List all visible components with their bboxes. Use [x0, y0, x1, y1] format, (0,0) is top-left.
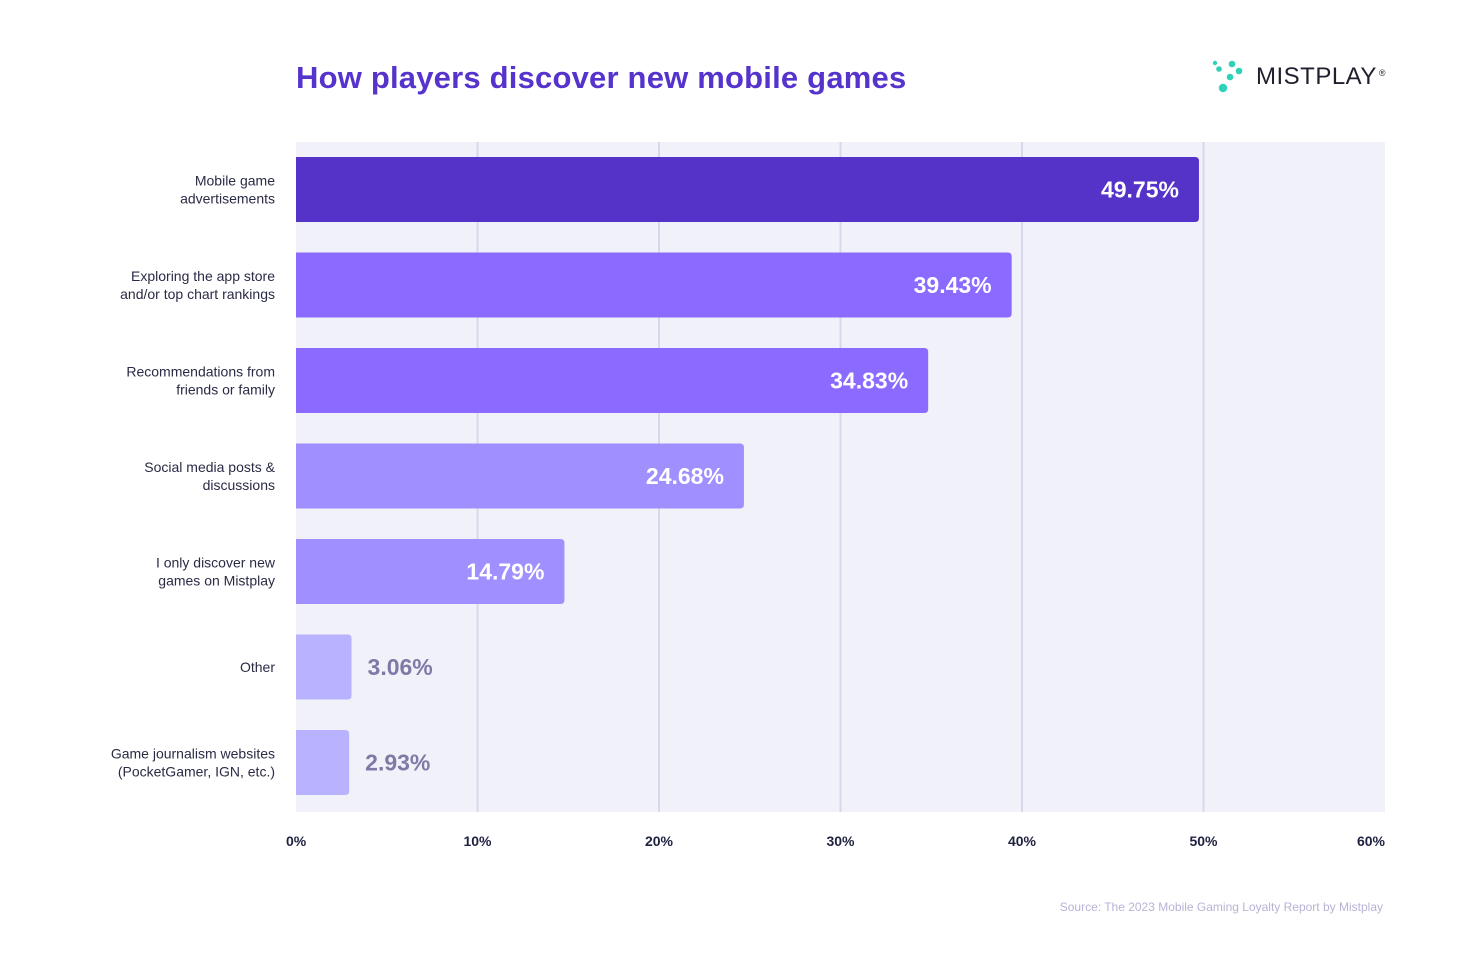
source-note: Source: The 2023 Mobile Gaming Loyalty R… — [1059, 900, 1383, 914]
category-label-line: discussions — [203, 477, 275, 493]
bar-value-label: 24.68% — [646, 463, 724, 489]
bar — [296, 157, 1199, 222]
x-tick-label: 0% — [286, 833, 307, 849]
category-label-line: Recommendations from — [126, 364, 275, 380]
category-label-line: Game journalism websites — [111, 746, 275, 762]
bar-value-label: 2.93% — [365, 750, 430, 776]
bar-value-label: 49.75% — [1101, 177, 1179, 203]
chart-title: How players discover new mobile games — [296, 60, 907, 95]
logo-registered-mark: ® — [1378, 68, 1386, 78]
bar — [296, 539, 565, 604]
bar-value-label: 3.06% — [368, 654, 433, 680]
bar — [296, 348, 929, 413]
bar-value-label: 34.83% — [830, 368, 908, 394]
bar — [296, 634, 352, 700]
bar — [296, 730, 350, 795]
logo-wordmark: MISTPLAY — [1256, 63, 1377, 90]
x-tick-label: 30% — [826, 833, 855, 849]
category-label-line: games on Mistplay — [158, 573, 275, 589]
category-label: Exploring the app store and/or top chart … — [120, 268, 275, 302]
category-label-line: friends or family — [176, 382, 275, 398]
bar-value-label: 39.43% — [914, 272, 992, 298]
bar — [296, 443, 744, 509]
x-tick-label: 60% — [1357, 833, 1386, 849]
category-label: I only discover new games on Mistplay — [156, 555, 276, 589]
category-label-line: Exploring the app store — [131, 268, 275, 284]
mistplay-dots-icon — [1210, 59, 1246, 95]
category-label-line: Social media posts & — [144, 459, 275, 475]
category-label: Other — [240, 659, 275, 675]
category-label: Recommendations from friends or family — [126, 364, 275, 398]
x-tick-label: 50% — [1189, 833, 1218, 849]
category-label-line: Mobile game — [195, 173, 275, 189]
bar-value-label: 14.79% — [466, 559, 544, 585]
x-tick-label: 10% — [463, 833, 492, 849]
category-label-line: Other — [240, 659, 275, 675]
category-label-line: (PocketGamer, IGN, etc.) — [118, 764, 275, 780]
category-label: Mobile game advertisements — [180, 173, 275, 207]
bar — [296, 252, 1012, 318]
x-tick-label: 40% — [1008, 833, 1037, 849]
category-label: Game journalism websites (PocketGamer, IG… — [111, 746, 275, 780]
category-label-line: and/or top chart rankings — [120, 286, 275, 302]
category-label-line: advertisements — [180, 191, 275, 207]
category-label: Social media posts & discussions — [144, 459, 275, 493]
x-tick-label: 20% — [645, 833, 674, 849]
category-label-line: I only discover new — [156, 555, 276, 571]
mistplay-logo: MISTPLAY ® — [1210, 58, 1390, 96]
